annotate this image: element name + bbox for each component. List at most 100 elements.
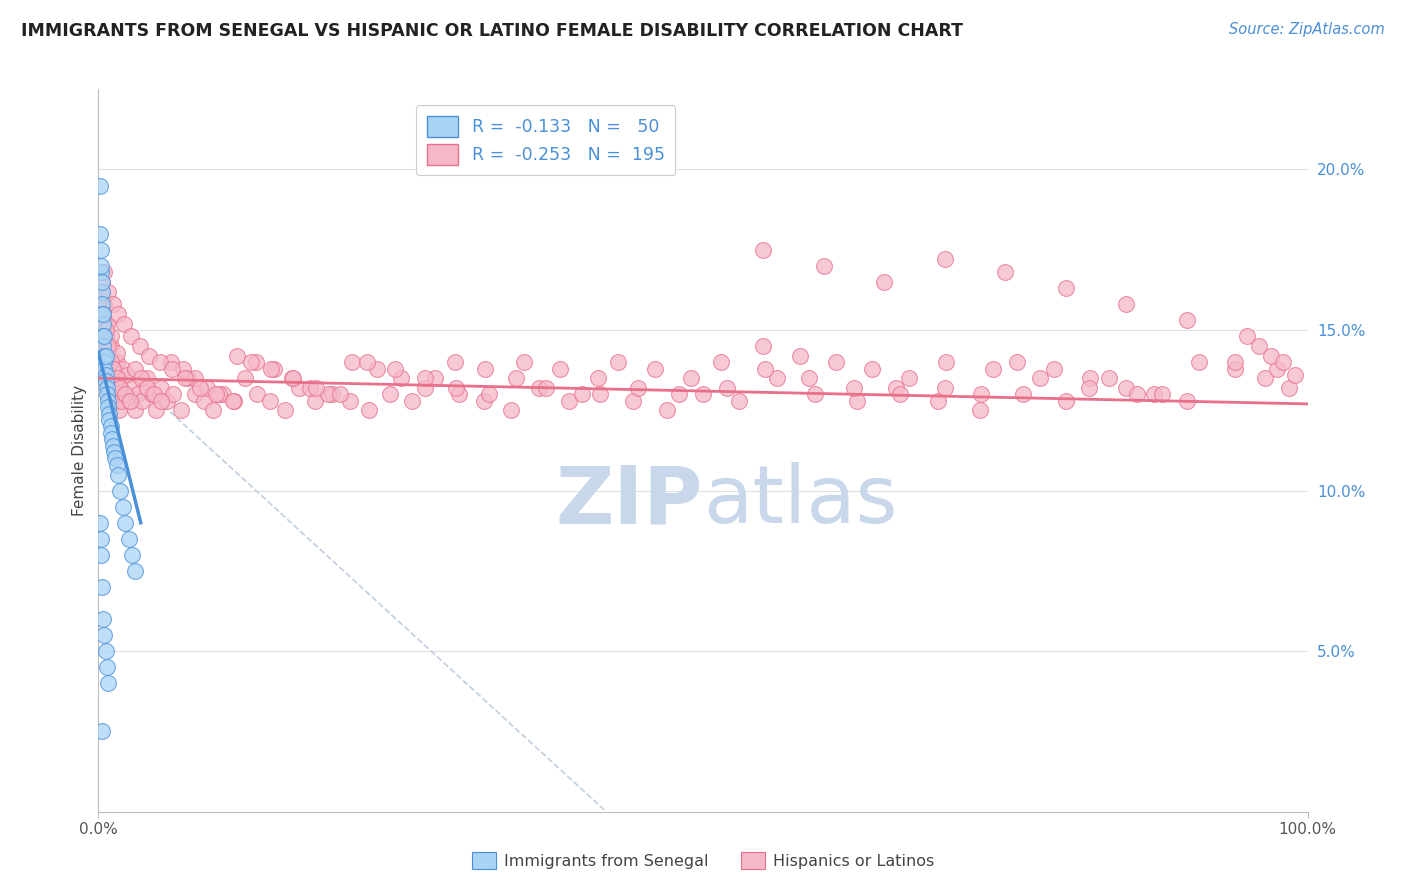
Point: [692, 387, 714, 401]
Point: [117, 368, 139, 382]
Point: [655, 403, 678, 417]
Point: [107, 371, 129, 385]
Point: [104, 393, 127, 408]
Point: [1223, 355, 1246, 369]
Point: [273, 403, 295, 417]
Point: [103, 445, 125, 459]
Point: [100, 425, 122, 440]
Point: [174, 371, 197, 385]
Point: [288, 381, 311, 395]
Point: [93, 349, 115, 363]
Point: [108, 483, 131, 498]
Point: [889, 387, 911, 401]
Point: [90, 548, 112, 562]
Text: atlas: atlas: [703, 462, 897, 540]
Text: Source: ZipAtlas.com: Source: ZipAtlas.com: [1229, 22, 1385, 37]
Point: [513, 355, 536, 369]
Point: [89, 307, 111, 321]
Point: [91, 307, 114, 321]
Point: [1175, 393, 1198, 408]
Point: [97, 381, 120, 395]
Point: [96, 660, 118, 674]
Point: [101, 371, 124, 385]
Point: [934, 381, 956, 395]
Point: [156, 393, 179, 408]
Point: [114, 516, 136, 530]
Point: [246, 387, 269, 401]
Point: [571, 387, 593, 401]
Point: [321, 387, 343, 401]
Point: [202, 403, 225, 417]
Point: [305, 381, 328, 395]
Point: [860, 361, 883, 376]
Point: [91, 307, 114, 321]
Point: [103, 381, 125, 395]
Point: [1126, 387, 1149, 401]
Point: [1029, 371, 1052, 385]
Point: [150, 381, 173, 395]
Point: [100, 355, 122, 369]
Point: [981, 361, 1004, 376]
Point: [239, 355, 262, 369]
Point: [1175, 313, 1198, 327]
Point: [172, 361, 194, 376]
Point: [91, 580, 114, 594]
Point: [1260, 349, 1282, 363]
Point: [97, 285, 120, 299]
Point: [97, 349, 120, 363]
Point: [135, 371, 157, 385]
Point: [91, 329, 114, 343]
Point: [118, 393, 141, 408]
Point: [1012, 387, 1035, 401]
Point: [845, 393, 868, 408]
Point: [111, 361, 134, 376]
Point: [89, 178, 111, 193]
Point: [111, 500, 134, 514]
Point: [108, 381, 131, 395]
Point: [423, 371, 446, 385]
Point: [188, 381, 211, 395]
Point: [825, 355, 848, 369]
Point: [118, 393, 141, 408]
Point: [1223, 361, 1246, 376]
Point: [143, 387, 166, 401]
Point: [91, 275, 114, 289]
Point: [299, 381, 322, 395]
Point: [550, 361, 572, 376]
Point: [149, 355, 172, 369]
Point: [208, 387, 231, 401]
Point: [799, 371, 821, 385]
Point: [105, 345, 128, 359]
Point: [118, 532, 141, 546]
Point: [93, 329, 115, 343]
Point: [413, 371, 436, 385]
Point: [104, 451, 127, 466]
Point: [141, 387, 163, 401]
Point: [212, 387, 235, 401]
Point: [356, 355, 378, 369]
Point: [94, 349, 117, 363]
Point: [121, 381, 143, 395]
Point: [98, 413, 121, 427]
Point: [94, 323, 117, 337]
Point: [97, 676, 120, 690]
Point: [444, 355, 467, 369]
Legend: R =  -0.133   N =   50, R =  -0.253   N =  195: R = -0.133 N = 50, R = -0.253 N = 195: [416, 105, 675, 175]
Point: [534, 381, 557, 395]
Point: [1042, 361, 1064, 376]
Point: [752, 339, 775, 353]
Point: [505, 371, 527, 385]
Point: [93, 355, 115, 369]
Point: [970, 387, 993, 401]
Point: [245, 355, 267, 369]
Point: [90, 259, 112, 273]
Point: [89, 516, 111, 530]
Point: [93, 361, 115, 376]
Point: [101, 361, 124, 376]
Point: [108, 403, 131, 417]
Point: [100, 387, 122, 401]
Point: [107, 467, 129, 482]
Point: [101, 297, 124, 311]
Point: [91, 339, 114, 353]
Point: [90, 532, 112, 546]
